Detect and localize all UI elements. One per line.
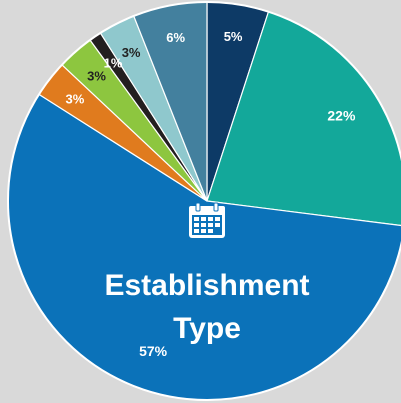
slice-label-7: 6% (166, 30, 185, 45)
slice-label-2: 57% (139, 343, 168, 359)
pie-outline (7, 1, 401, 401)
slice-labels: 5%22%57%3%3%1%3%6% (66, 29, 356, 359)
slice-label-3: 3% (66, 92, 85, 107)
chart-title-line-2: Type (173, 312, 241, 345)
slice-label-4: 3% (87, 69, 106, 84)
slice-label-1: 22% (327, 108, 356, 124)
slice-label-6: 3% (122, 45, 141, 60)
slice-label-5: 1% (104, 56, 123, 71)
calendar-icon (189, 202, 225, 238)
chart-title-line-1: Establishment (104, 269, 309, 302)
slice-label-0: 5% (224, 29, 243, 44)
pie-slices (7, 1, 401, 401)
